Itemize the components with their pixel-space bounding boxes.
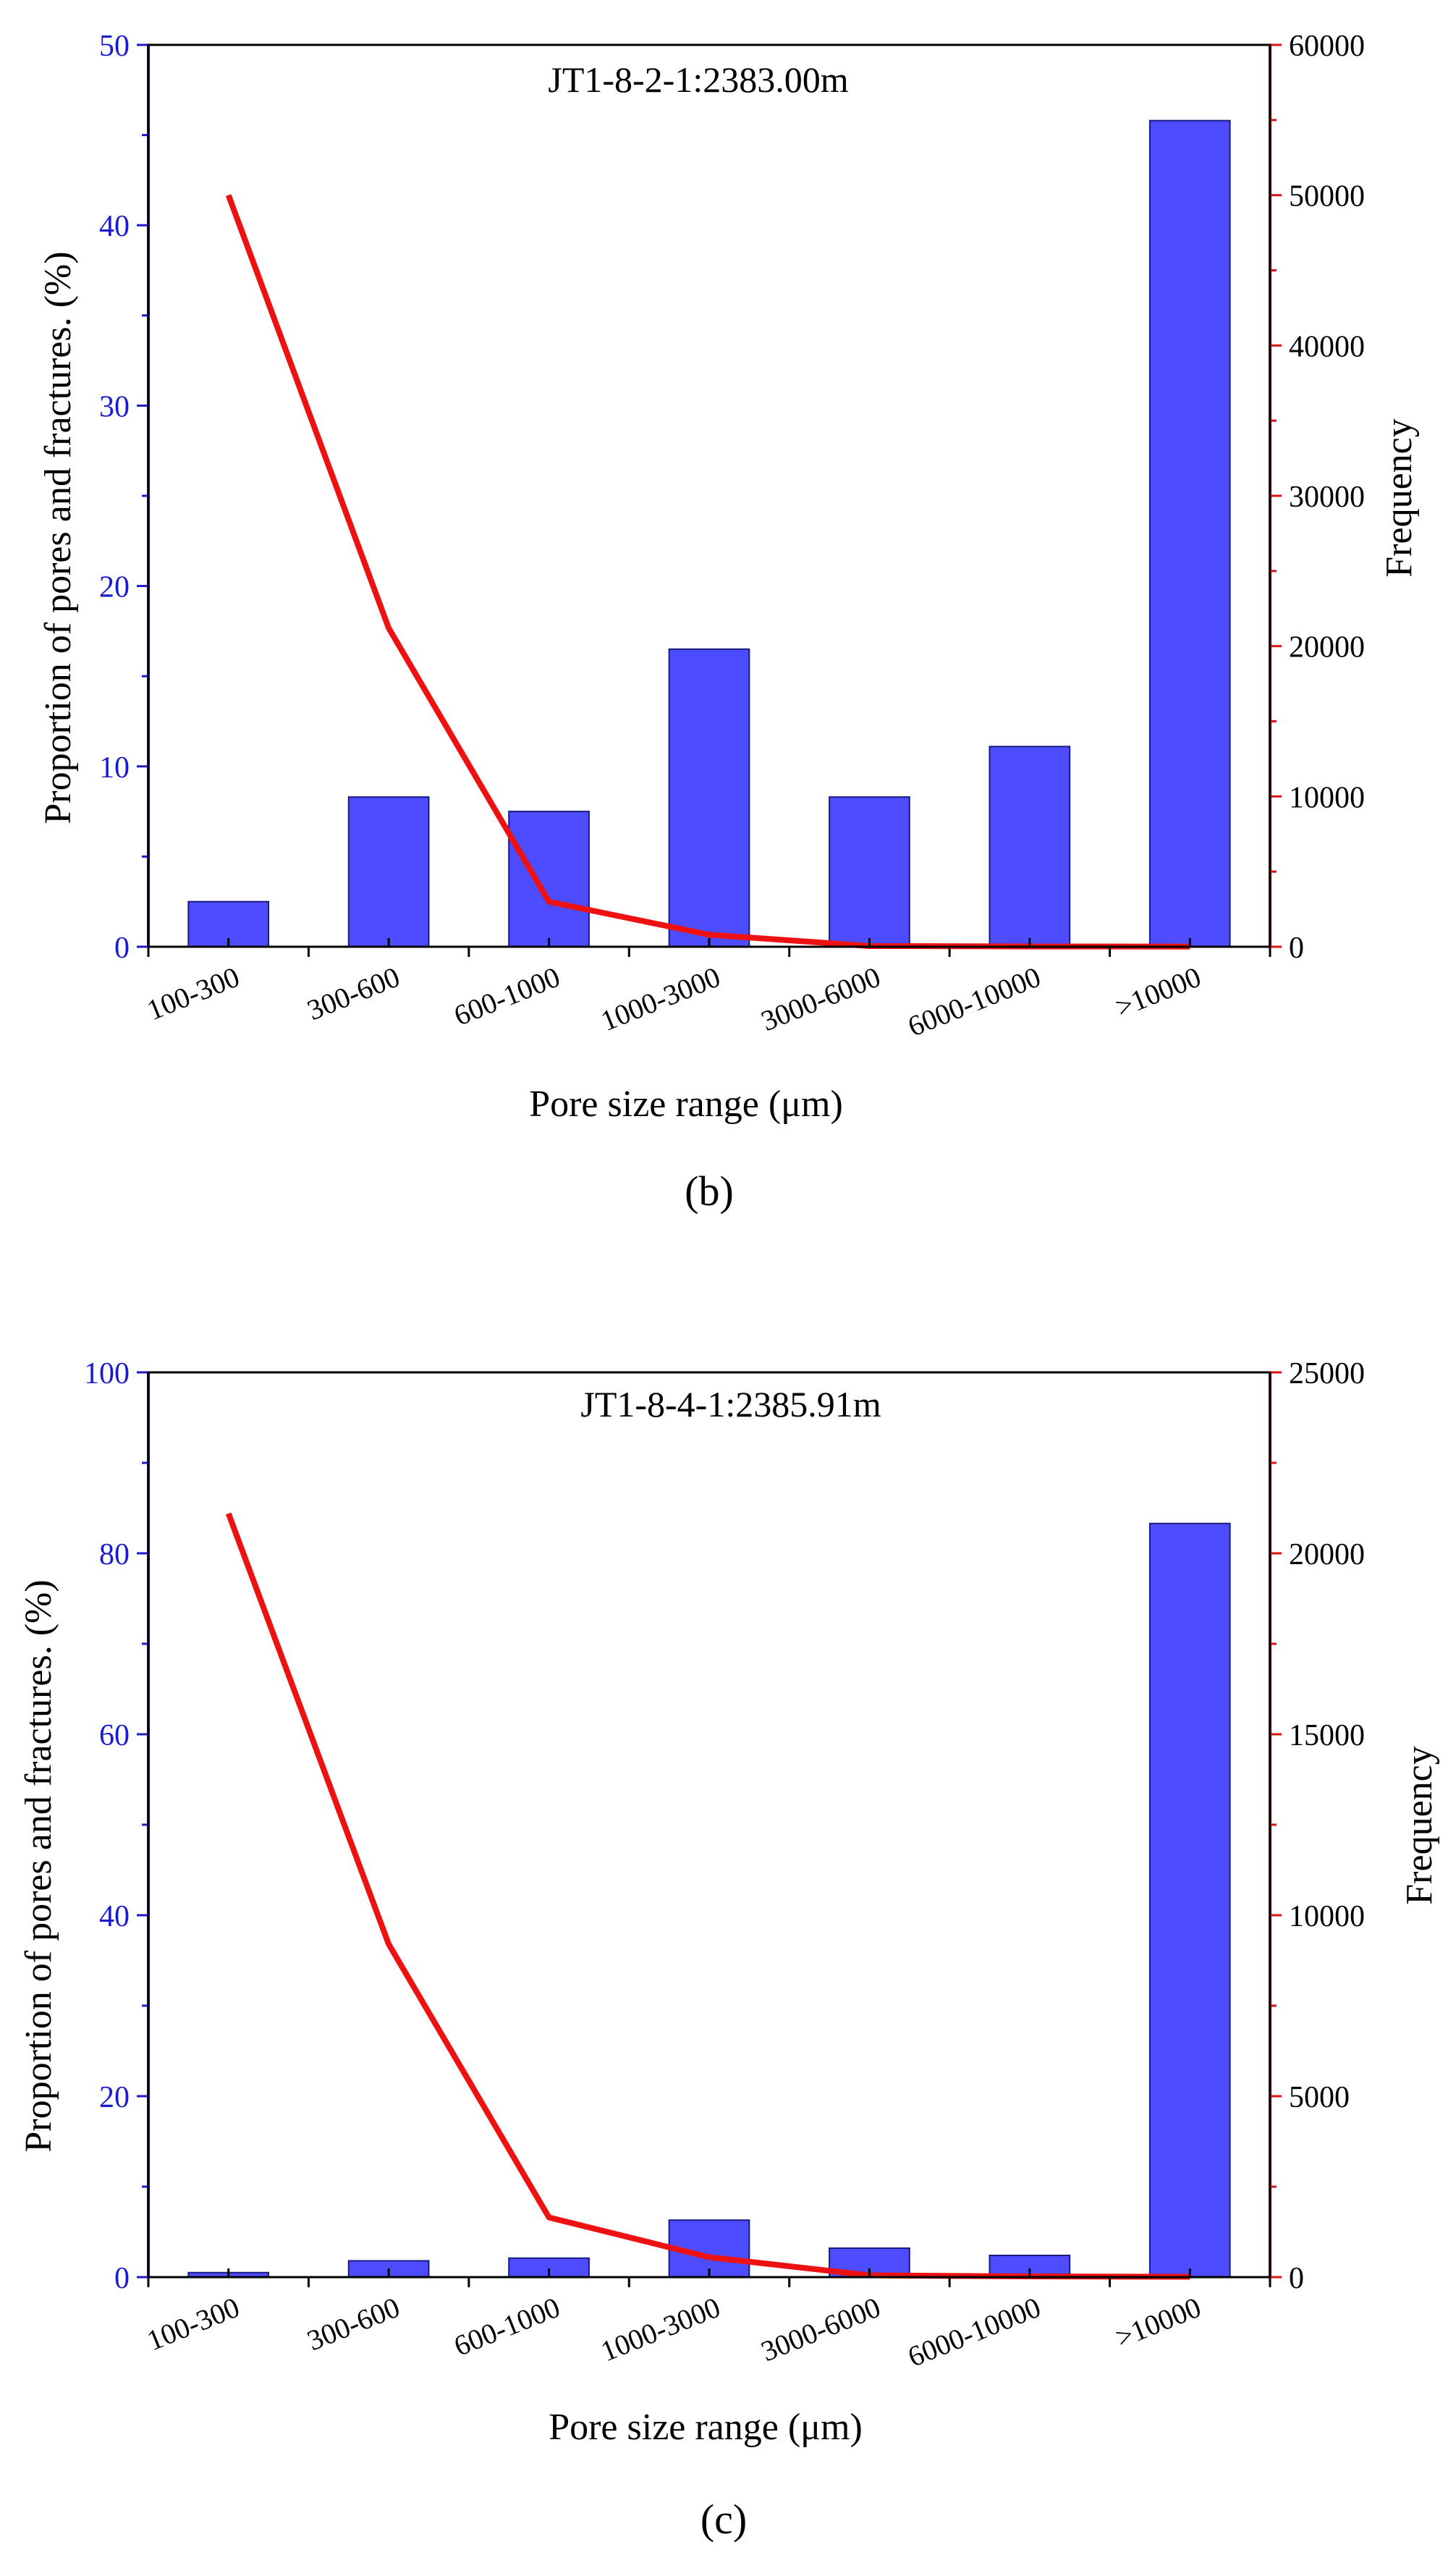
bar-600-1000 [508, 811, 590, 947]
left-y-axis: 0 20 40 60 80 100 [84, 1357, 150, 2295]
right-tick-label: 5000 [1289, 2081, 1350, 2114]
right-tick-label: 0 [1289, 2262, 1304, 2295]
panel-label: (c) [701, 2496, 747, 2543]
right-tick-label: 10000 [1289, 1900, 1365, 1933]
right-tick-label: 10000 [1289, 781, 1365, 814]
right-y-axis: 0 5000 10000 15000 20000 25000 [1269, 1357, 1365, 2295]
bar-series [187, 119, 1231, 948]
left-tick-label: 80 [99, 1538, 130, 1571]
x-tick-label: 6000-10000 [903, 2291, 1045, 2373]
x-tick-label: 100-300 [143, 2291, 244, 2357]
left-tick-label: 60 [99, 1719, 130, 1752]
x-tick-label: 300-600 [302, 2291, 404, 2357]
x-tick-label: 300-600 [302, 961, 404, 1027]
x-tick-label: >10000 [1111, 2291, 1205, 2355]
left-tick-label: 0 [114, 932, 130, 965]
chart-title: JT1-8-2-1:2383.00m [548, 59, 848, 100]
frequency-line [225, 1512, 1190, 2280]
right-tick-label: 30000 [1289, 481, 1365, 514]
x-tick-label: 1000-3000 [596, 961, 725, 1038]
bar->10000 [1148, 1522, 1231, 2278]
x-tick-label: 1000-3000 [596, 2291, 725, 2368]
bar-3000-6000 [829, 796, 910, 947]
right-tick-label: 20000 [1289, 631, 1365, 664]
x-axis-label: Pore size range (μm) [549, 2407, 863, 2448]
x-tick-label: 100-300 [143, 961, 244, 1027]
left-tick-label: 0 [114, 2262, 130, 2295]
y2-axis-label: Frequency [1399, 1746, 1440, 1904]
chart-panel-b: 0 10 20 30 40 50 0 10000 20000 30000 40000 50000 60… [38, 30, 1420, 1215]
right-tick-label: 40000 [1289, 330, 1365, 363]
right-tick-label: 50000 [1289, 180, 1365, 214]
left-tick-label: 10 [99, 751, 130, 785]
right-tick-label: 60000 [1289, 30, 1365, 63]
left-tick-label: 40 [99, 210, 130, 243]
x-tick-label: 600-1000 [449, 2291, 564, 2363]
left-tick-label: 40 [99, 1900, 130, 1933]
bar-300-600 [347, 796, 430, 947]
x-tick-label: 600-1000 [449, 961, 564, 1032]
left-tick-label: 100 [84, 1357, 130, 1390]
left-tick-label: 30 [99, 390, 130, 423]
chart-panel-c: 0 20 40 60 80 100 0 5000 10000 15000 20000 25000 1… [18, 1357, 1440, 2543]
y2-axis-label: Frequency [1379, 418, 1420, 577]
y-axis-label: Proportion of pores and fractures. (%) [18, 1579, 59, 2152]
x-axis: 100-300 300-600 600-1000 1000-3000 3000-6000… [143, 2268, 1271, 2373]
right-tick-label: 20000 [1289, 1538, 1365, 1571]
right-y-axis: 0 10000 20000 30000 40000 50000 60000 [1269, 30, 1365, 965]
right-tick-label: 25000 [1289, 1357, 1365, 1390]
x-tick-label: 6000-10000 [903, 961, 1045, 1043]
y-axis-label: Proportion of pores and fractures. (%) [38, 251, 79, 824]
panel-label: (b) [685, 1168, 734, 1215]
x-axis-label: Pore size range (μm) [529, 1084, 843, 1125]
left-tick-label: 50 [99, 30, 130, 63]
plot-frame [147, 1371, 1271, 2279]
x-tick-label: 3000-6000 [756, 961, 885, 1038]
left-tick-label: 20 [99, 571, 130, 604]
left-y-axis: 0 10 20 30 40 50 [99, 30, 150, 965]
bar->10000 [1148, 119, 1231, 948]
right-tick-label: 0 [1289, 932, 1304, 965]
bar-1000-3000 [668, 648, 750, 947]
frequency-series [225, 1512, 1190, 2280]
right-tick-label: 15000 [1289, 1719, 1365, 1752]
x-tick-label: 3000-6000 [756, 2291, 885, 2368]
bar-6000-10000 [989, 746, 1071, 947]
left-tick-label: 20 [99, 2081, 130, 2114]
x-axis: 100-300 300-600 600-1000 1000-3000 3000-6000… [143, 938, 1271, 1043]
bar-series [187, 1522, 1231, 2278]
plot-frame [147, 43, 1271, 948]
x-tick-label: >10000 [1111, 961, 1205, 1024]
chart-title: JT1-8-4-1:2385.91m [580, 1384, 881, 1424]
